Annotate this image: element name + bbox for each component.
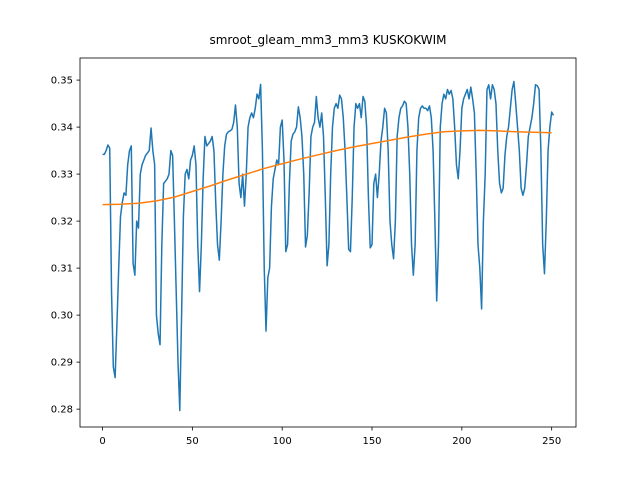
y-tick-label: 0.31: [51, 264, 73, 275]
series-line: [102, 129, 552, 206]
x-tick-label: 250: [542, 436, 561, 447]
chart-title: smroot_gleam_mm3_mm3 KUSKOKWIM: [209, 33, 446, 47]
x-tick-label: 150: [362, 436, 381, 447]
series-line: [102, 80, 555, 412]
x-tick-label: 50: [186, 436, 199, 447]
y-tick-label: 0.34: [51, 123, 73, 134]
x-tick-label: 0: [99, 436, 105, 447]
y-tick-label: 0.29: [51, 358, 73, 369]
y-tick-label: 0.32: [51, 217, 73, 228]
y-tick-label: 0.33: [51, 170, 73, 181]
y-tick-label: 0.35: [51, 76, 73, 87]
y-tick-label: 0.28: [51, 405, 73, 416]
y-tick-label: 0.30: [51, 311, 73, 322]
x-tick-label: 200: [452, 436, 471, 447]
plot-frame: [79, 57, 577, 428]
x-tick-label: 100: [273, 436, 292, 447]
